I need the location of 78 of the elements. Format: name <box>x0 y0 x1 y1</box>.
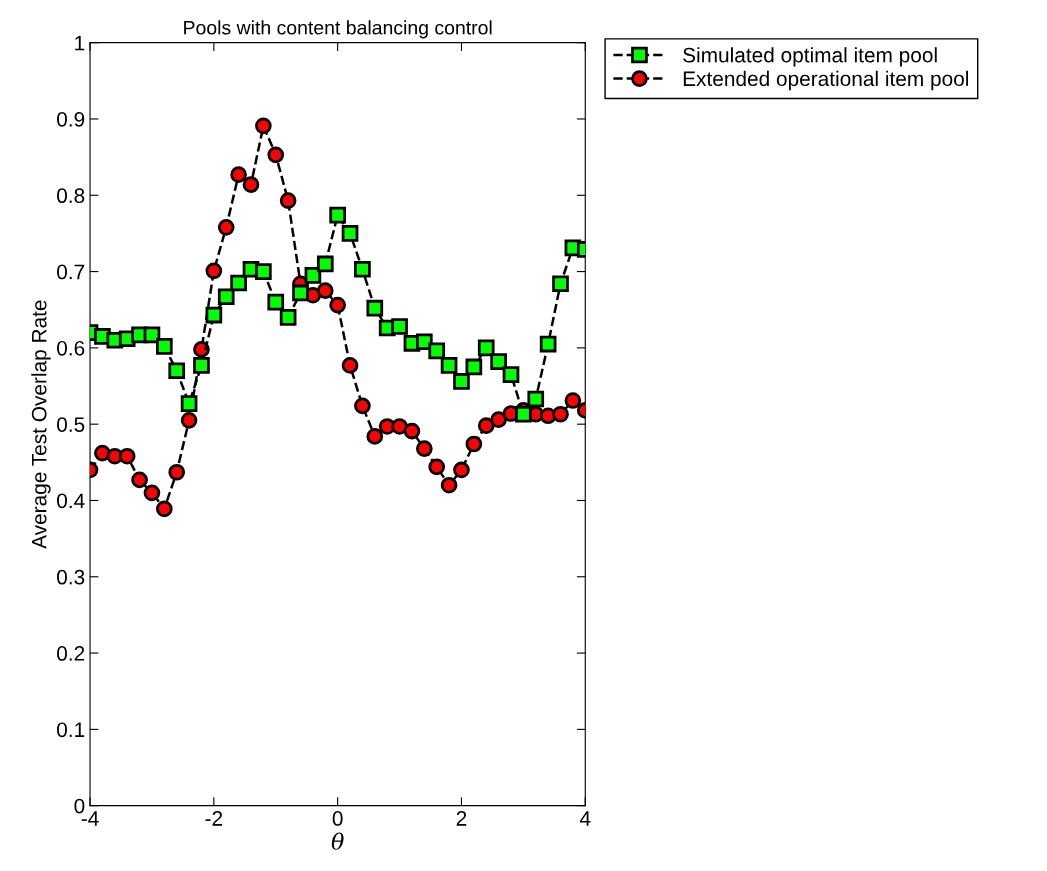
point <box>552 405 569 423</box>
point <box>155 500 173 518</box>
point <box>440 357 458 374</box>
y-tick-label: 0.8 <box>57 188 85 204</box>
point <box>341 225 359 242</box>
point <box>428 458 446 476</box>
point <box>316 255 334 273</box>
point <box>193 357 210 374</box>
x-axis-title: θ <box>331 832 344 850</box>
y-tick-label: 0.9 <box>57 111 85 127</box>
legend-label: Simulated optimal item pool <box>683 47 937 67</box>
point <box>118 447 136 465</box>
x-tick-label: -2 <box>205 811 223 826</box>
point <box>255 263 272 280</box>
point <box>403 422 421 440</box>
y-tick-label: 0.1 <box>57 722 85 738</box>
point <box>366 428 384 445</box>
point <box>490 411 507 428</box>
legend-label: Extended operational item pool <box>683 70 968 91</box>
point <box>131 471 148 489</box>
y-tick-label: 1 <box>75 35 85 51</box>
point <box>205 262 223 280</box>
point <box>279 309 297 326</box>
point <box>453 373 470 390</box>
point <box>168 463 186 481</box>
point <box>391 318 408 335</box>
point <box>292 284 309 302</box>
point <box>428 342 446 360</box>
point <box>180 412 198 429</box>
x-tick-label: 2 <box>456 811 467 826</box>
point <box>502 366 520 383</box>
point <box>267 293 285 311</box>
point <box>477 339 495 357</box>
point <box>354 260 371 278</box>
y-tick-label: 0.5 <box>57 417 85 432</box>
point <box>539 335 557 353</box>
point <box>366 299 384 317</box>
point <box>143 484 161 502</box>
point <box>465 435 483 453</box>
x-tick-label: 0 <box>332 811 343 826</box>
x-tick-label: 4 <box>579 811 591 826</box>
point <box>354 397 371 415</box>
y-tick-label: 0.6 <box>57 340 85 356</box>
y-tick-label: 0.4 <box>57 493 85 509</box>
chart-title: Pools with content balancing control <box>184 20 492 39</box>
point <box>230 274 247 292</box>
point <box>279 192 297 209</box>
point <box>453 461 470 479</box>
point <box>515 405 532 423</box>
point <box>230 166 247 184</box>
point <box>391 418 408 435</box>
point <box>329 296 346 314</box>
point <box>168 362 186 380</box>
point <box>316 282 334 299</box>
point <box>477 417 495 435</box>
point <box>564 392 582 409</box>
point <box>440 476 458 494</box>
point <box>490 353 507 370</box>
point <box>465 358 483 376</box>
point <box>217 288 235 306</box>
point <box>527 390 545 408</box>
y-axis-title: Average Test Overlap Rate <box>31 300 51 549</box>
point <box>304 267 322 284</box>
point <box>267 146 285 164</box>
point <box>180 395 198 412</box>
y-tick-label: 0.2 <box>57 646 85 661</box>
point <box>255 117 272 135</box>
point <box>552 275 569 293</box>
point <box>415 333 433 351</box>
point <box>341 357 359 374</box>
point <box>242 176 260 193</box>
point <box>217 218 235 236</box>
point <box>205 306 223 324</box>
point <box>155 338 173 355</box>
y-tick-label: 0.7 <box>57 264 85 280</box>
point <box>329 206 346 224</box>
point <box>415 440 433 457</box>
y-tick-label: 0.3 <box>57 569 85 585</box>
